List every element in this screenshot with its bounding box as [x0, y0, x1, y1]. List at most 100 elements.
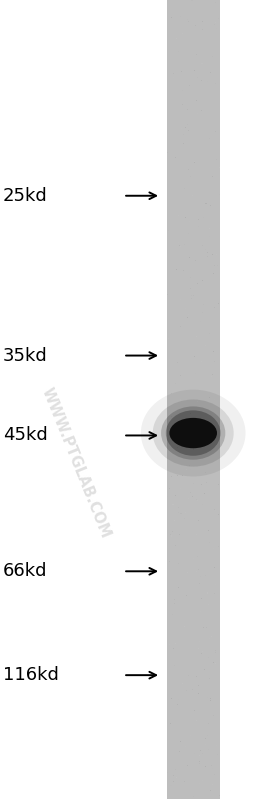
Bar — [193, 448, 194, 450]
Bar — [180, 299, 181, 300]
Bar — [218, 303, 219, 304]
Bar — [192, 645, 193, 646]
Bar — [186, 690, 187, 691]
Text: 35kd: 35kd — [3, 347, 48, 364]
Bar — [203, 304, 204, 305]
Bar — [175, 495, 176, 496]
Bar — [209, 397, 210, 398]
Ellipse shape — [161, 407, 225, 459]
Bar — [172, 614, 173, 615]
Bar — [172, 531, 173, 532]
Bar — [207, 593, 208, 594]
Bar — [214, 361, 215, 363]
Bar — [180, 741, 181, 742]
Bar — [172, 82, 174, 84]
Bar — [193, 796, 194, 797]
Bar — [198, 648, 199, 649]
Bar — [213, 273, 214, 274]
Ellipse shape — [153, 400, 234, 467]
Bar — [168, 230, 169, 232]
Bar — [169, 705, 170, 706]
Bar — [214, 774, 215, 776]
Bar — [205, 370, 206, 371]
Bar — [199, 583, 200, 584]
Bar — [204, 84, 206, 85]
Bar — [209, 638, 210, 639]
Bar — [215, 663, 216, 664]
Bar — [213, 548, 214, 549]
Bar — [174, 603, 175, 604]
Bar — [213, 715, 214, 717]
Bar — [190, 735, 191, 736]
Bar — [199, 35, 200, 36]
Bar — [186, 469, 187, 470]
Bar — [177, 362, 178, 363]
Bar — [217, 754, 218, 755]
Bar — [205, 421, 206, 422]
Bar — [210, 523, 211, 524]
Bar — [203, 9, 204, 10]
Text: 116kd: 116kd — [3, 666, 59, 684]
Bar — [187, 8, 188, 9]
Bar — [189, 257, 190, 258]
Bar — [173, 648, 174, 649]
Bar — [167, 496, 168, 497]
Bar — [212, 395, 213, 396]
Bar — [182, 86, 183, 88]
Bar — [185, 746, 186, 747]
Bar — [197, 556, 198, 557]
Bar — [197, 401, 198, 402]
Text: 45kd: 45kd — [3, 427, 48, 444]
Bar — [211, 636, 212, 637]
Bar — [200, 750, 201, 751]
Bar — [172, 504, 174, 505]
Bar — [206, 627, 207, 628]
Bar — [196, 675, 197, 677]
Bar — [179, 245, 180, 246]
Bar — [178, 51, 179, 53]
Bar — [210, 72, 211, 74]
Bar — [171, 416, 172, 417]
Bar — [178, 563, 179, 564]
Bar — [183, 782, 184, 783]
Bar — [201, 110, 202, 111]
Bar — [171, 535, 172, 536]
Bar — [190, 276, 191, 278]
Bar — [188, 498, 189, 499]
Bar — [198, 220, 199, 221]
Bar — [212, 176, 213, 177]
Bar — [174, 441, 175, 442]
Bar — [212, 784, 213, 785]
Bar — [198, 226, 199, 228]
Bar — [216, 254, 217, 255]
Text: WWW.PTGLAB.COM: WWW.PTGLAB.COM — [38, 386, 113, 541]
Bar — [209, 228, 210, 229]
Bar — [207, 735, 208, 737]
Bar — [214, 509, 215, 510]
Bar — [205, 249, 206, 250]
Bar — [218, 484, 219, 485]
Bar — [185, 330, 186, 331]
Bar — [193, 295, 194, 296]
Bar — [169, 644, 170, 645]
Bar — [204, 493, 205, 494]
Bar — [187, 571, 188, 573]
Bar — [174, 599, 175, 600]
Bar — [199, 641, 200, 642]
Bar — [199, 783, 200, 784]
Bar — [214, 593, 215, 594]
Bar — [205, 575, 206, 576]
Bar — [192, 195, 193, 196]
Bar — [216, 29, 217, 30]
Bar — [200, 658, 202, 660]
Bar — [196, 100, 197, 101]
Bar — [188, 233, 189, 234]
Bar — [189, 85, 190, 86]
Bar — [202, 651, 203, 652]
Text: 66kd: 66kd — [3, 562, 47, 580]
Bar — [187, 317, 188, 318]
Ellipse shape — [141, 390, 246, 476]
Bar — [202, 21, 203, 22]
Ellipse shape — [169, 418, 217, 448]
Bar — [190, 129, 191, 130]
